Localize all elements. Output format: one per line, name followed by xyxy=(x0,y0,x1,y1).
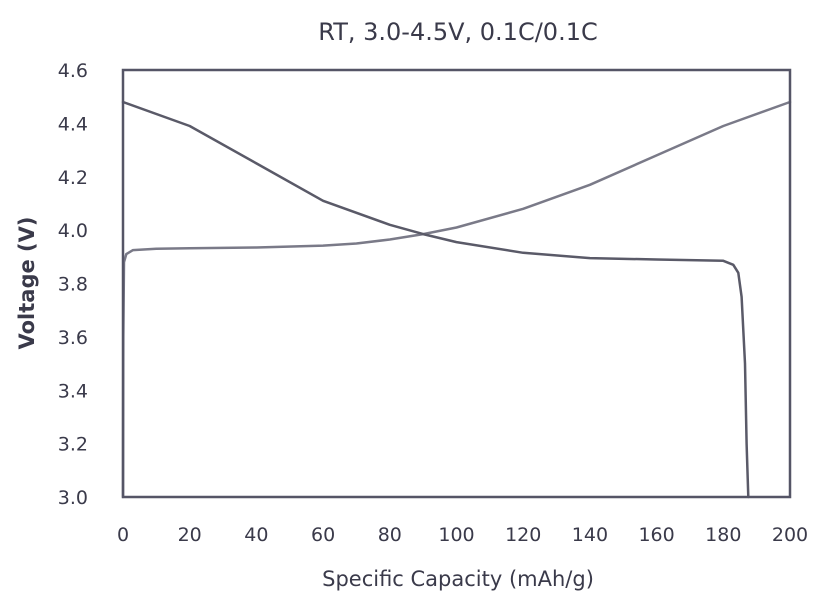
chart-title: RT, 3.0-4.5V, 0.1C/0.1C xyxy=(318,18,597,46)
y-tick-label: 3.2 xyxy=(58,434,88,456)
x-tick-label: 180 xyxy=(705,524,741,546)
y-tick-label: 3.0 xyxy=(58,487,88,509)
x-tick-label: 60 xyxy=(311,524,335,546)
x-tick-label: 0 xyxy=(117,524,129,546)
x-tick-label: 80 xyxy=(378,524,402,546)
y-axis-ticks: 3.0 3.2 3.4 3.6 3.8 4.0 4.2 4.4 4.6 xyxy=(58,60,88,509)
charge-curve xyxy=(121,100,792,499)
y-tick-label: 4.4 xyxy=(58,113,88,135)
x-axis-label: Specific Capacity (mAh/g) xyxy=(322,567,594,591)
y-tick-label: 4.6 xyxy=(58,60,88,82)
y-tick-label: 3.8 xyxy=(58,274,88,296)
y-axis-label: Voltage (V) xyxy=(15,217,39,350)
x-tick-label: 100 xyxy=(438,524,474,546)
x-tick-label: 40 xyxy=(244,524,268,546)
x-tick-label: 20 xyxy=(178,524,202,546)
x-tick-label: 120 xyxy=(505,524,541,546)
x-tick-label: 200 xyxy=(772,524,808,546)
discharge-curve xyxy=(121,100,750,499)
plot-frame xyxy=(121,68,792,499)
x-axis-ticks: 0 20 40 60 80 100 120 140 160 180 200 xyxy=(117,524,808,546)
x-tick-label: 140 xyxy=(572,524,608,546)
y-tick-label: 3.6 xyxy=(58,327,88,349)
y-tick-label: 4.0 xyxy=(58,220,88,242)
series-group xyxy=(121,100,792,499)
y-tick-label: 4.2 xyxy=(58,167,88,189)
x-tick-label: 160 xyxy=(638,524,674,546)
y-tick-label: 3.4 xyxy=(58,380,88,402)
